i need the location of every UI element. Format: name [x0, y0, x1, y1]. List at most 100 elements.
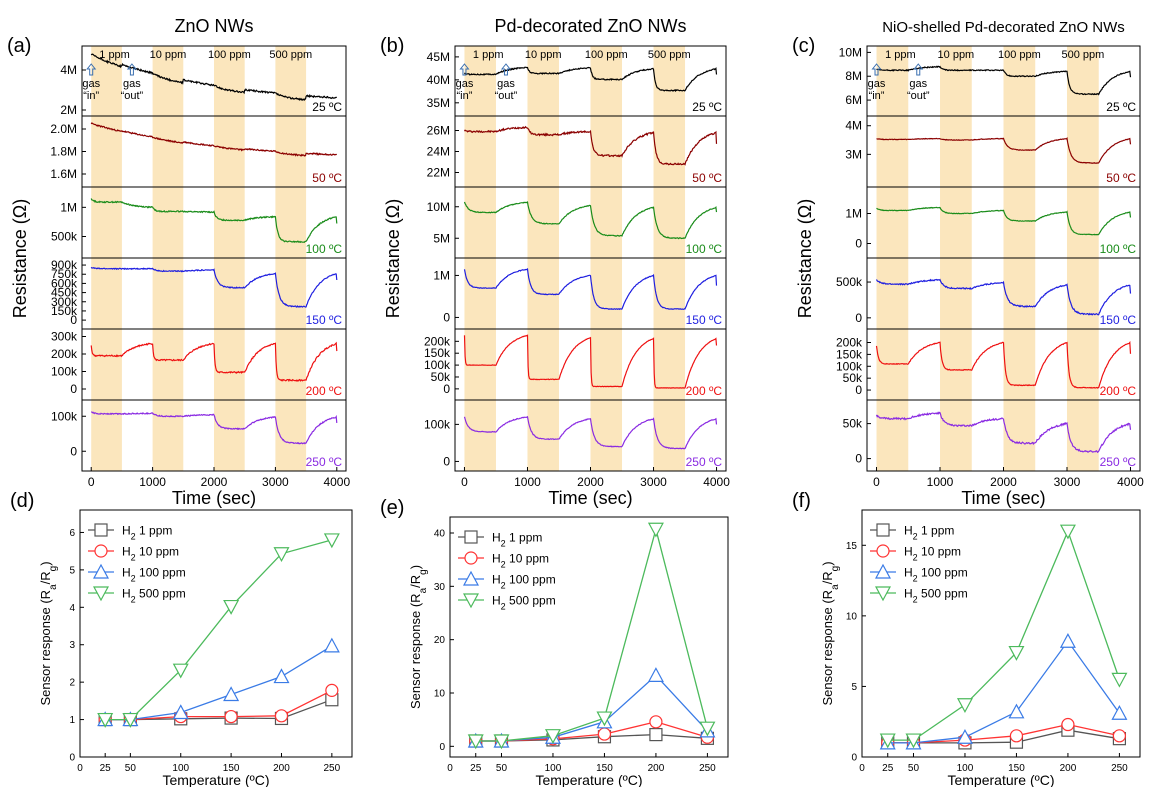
- y-tick-label: 50k: [843, 371, 863, 385]
- x-tick-label: 200: [273, 763, 290, 774]
- y-tick-label: 2.0M: [50, 122, 77, 136]
- x-tick-label: 0: [88, 475, 95, 489]
- legend-text: 2: [501, 560, 506, 570]
- legend-text: 2: [501, 602, 506, 612]
- legend-entry: H2 100 ppm: [904, 566, 968, 584]
- time-panel-c: 1 ppm 10 ppm 100 ppm 500 ppm 6M 8M 10M 25 ºC 3M 4…: [792, 19, 1144, 508]
- temperature-label: 25 ºC: [692, 100, 722, 114]
- x-tick-label: 25: [882, 763, 894, 774]
- y-tick-label: 15: [846, 541, 858, 552]
- x-tick-label: 50: [125, 763, 137, 774]
- y-axis-label-part: a: [48, 584, 59, 590]
- data-point: [874, 563, 892, 579]
- legend-text: 1 ppm: [918, 524, 955, 538]
- window-label: 100 ppm: [998, 49, 1041, 61]
- y-axis-label-part: /R: [38, 571, 53, 584]
- y-tick-label: 10: [434, 689, 446, 700]
- data-point: [876, 523, 890, 537]
- legend-text: 2: [913, 574, 918, 584]
- data-point: [649, 715, 663, 729]
- x-tick-label: 0: [873, 475, 880, 489]
- y-tick-label: 5: [851, 682, 857, 693]
- x-tick-label: 150: [1008, 763, 1025, 774]
- window-label: 500 ppm: [269, 49, 312, 61]
- plot-frame: [79, 509, 353, 758]
- y-tick-label: 1M: [60, 200, 77, 214]
- x-tick-label: 3000: [262, 475, 289, 489]
- legend-text: H: [904, 587, 913, 601]
- resistance-trace: [90, 53, 337, 102]
- legend-text: 10 ppm: [506, 552, 549, 566]
- y-tick-label: 1M: [845, 207, 862, 221]
- resistance-trace: [876, 206, 1132, 236]
- y-tick-label: 20: [434, 635, 446, 646]
- legend-entry: H2 10 ppm: [492, 552, 549, 570]
- x-axis-label: Time (sec): [961, 488, 1045, 508]
- legend-text: H: [122, 545, 131, 559]
- arrow-up-icon: [459, 63, 470, 76]
- data-point: [122, 712, 139, 728]
- resistance-trace: [90, 122, 337, 157]
- series-line: [475, 674, 708, 742]
- y-axis-label: Sensor response (Ra/Rg): [408, 565, 429, 709]
- x-tick-label: 25: [100, 763, 112, 774]
- y-tick-label: 0: [851, 753, 857, 764]
- panel-letter: (e): [380, 497, 404, 519]
- x-tick-label: 0: [447, 763, 453, 774]
- panel-letter: (f): [792, 490, 811, 512]
- y-tick-label: 6: [69, 528, 75, 539]
- data-point: [1111, 704, 1128, 720]
- data-point: [874, 586, 892, 602]
- data-point: [1061, 717, 1075, 732]
- arrow-up-icon: [913, 63, 924, 76]
- temperature-label: 100 ºC: [686, 242, 723, 256]
- data-point: [905, 733, 922, 749]
- data-point: [699, 721, 716, 737]
- legend-entry: H2 1 ppm: [122, 524, 172, 542]
- y-tick-label: 500k: [51, 230, 78, 244]
- y-tick-label: 30: [434, 582, 446, 593]
- y-tick-label: 0: [70, 444, 77, 458]
- y-tick-label: 1M: [433, 268, 450, 282]
- y-tick-label: 3: [69, 640, 75, 651]
- temperature-label: 150 ºC: [306, 313, 343, 327]
- y-tick-label: 0: [443, 382, 450, 396]
- y-tick-label: 0: [443, 310, 450, 324]
- y-tick-label: 4M: [845, 119, 862, 133]
- temperature-label: 200 ºC: [686, 384, 723, 398]
- x-tick-label: 2000: [577, 475, 604, 489]
- data-point: [94, 544, 108, 558]
- y-axis-label-part: a: [418, 587, 429, 593]
- window-label: 100 ppm: [208, 49, 251, 61]
- legend-entry: H2 500 ppm: [904, 587, 968, 605]
- panel-letter: (c): [792, 35, 815, 57]
- x-tick-label: 250: [1111, 763, 1128, 774]
- data-point: [92, 563, 110, 579]
- y-tick-label: 0: [70, 313, 77, 327]
- series-line: [105, 645, 333, 721]
- data-point: [464, 530, 478, 544]
- y-tick-label: 45M: [427, 50, 450, 64]
- panel-letter: (b): [380, 35, 404, 57]
- plot-frame: [861, 509, 1141, 758]
- data-point: [956, 728, 973, 744]
- x-tick-label: 4000: [323, 475, 350, 489]
- legend-text: 2: [913, 553, 918, 563]
- x-tick-label: 100: [545, 763, 562, 774]
- data-point: [493, 734, 510, 750]
- y-tick-label: 6M: [845, 93, 862, 107]
- y-tick-label: 10M: [427, 200, 450, 214]
- temperature-label: 50 ºC: [1106, 171, 1136, 185]
- y-tick-label: 35M: [427, 96, 450, 110]
- data-point: [649, 727, 663, 742]
- data-point: [597, 727, 612, 741]
- gas-annotation: “out”: [907, 90, 930, 102]
- y-tick-label: 0: [855, 237, 862, 251]
- x-tick-label: 100: [172, 763, 189, 774]
- window-label: 1 ppm: [885, 49, 916, 61]
- data-point: [92, 586, 110, 602]
- x-axis-label: Time (sec): [548, 488, 632, 508]
- y-tick-label: 100k: [424, 358, 451, 372]
- x-tick-label: 1000: [139, 475, 166, 489]
